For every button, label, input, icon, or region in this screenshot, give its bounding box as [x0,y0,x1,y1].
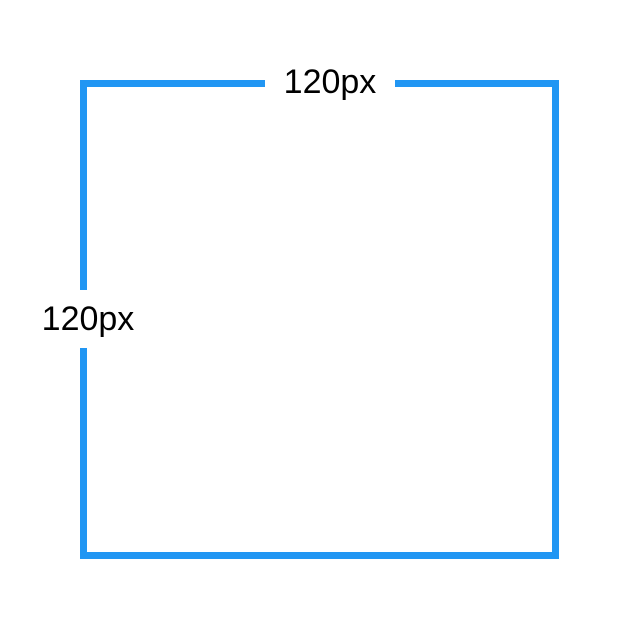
height-dimension-label: 120px [30,290,146,348]
square-outline [80,80,559,559]
width-dimension-label: 120px [265,62,395,104]
